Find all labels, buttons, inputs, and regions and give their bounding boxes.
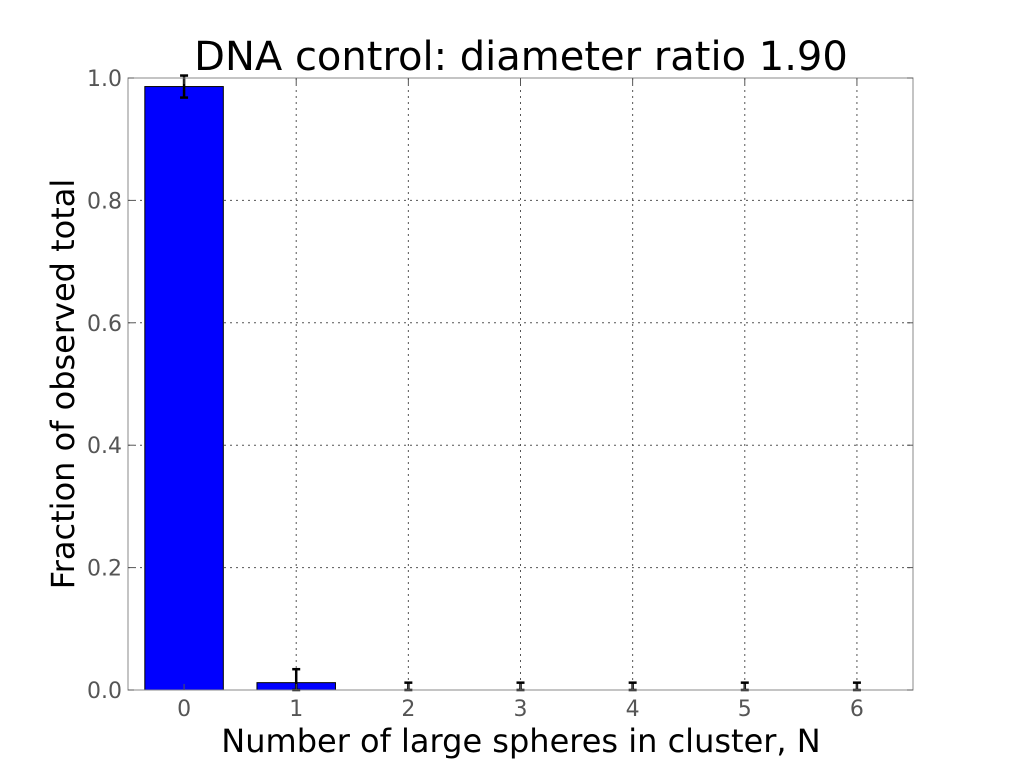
grid-lines xyxy=(128,77,913,691)
y-tick-label: 0.4 xyxy=(87,434,122,459)
x-tick-label: 3 xyxy=(514,697,528,722)
x-tick-label: 0 xyxy=(177,697,191,722)
y-axis-label: Fraction of observed total xyxy=(44,179,82,590)
bars xyxy=(144,86,336,691)
x-tick-label: 5 xyxy=(738,697,752,722)
y-tick-label: 0.2 xyxy=(87,557,122,582)
y-tick-label: 0.6 xyxy=(87,312,122,337)
axis-ticks: 0.0 0.2 0.4 0.6 0.8 1.0 0 1 2 3 4 5 6 xyxy=(87,67,913,722)
error-bars xyxy=(180,74,861,692)
y-tick-label: 1.0 xyxy=(87,67,122,92)
x-tick-label: 4 xyxy=(626,697,640,722)
x-axis-label: Number of large spheres in cluster, N xyxy=(221,722,820,760)
chart-title: DNA control: diameter ratio 1.90 xyxy=(194,34,848,80)
y-tick-label: 0.0 xyxy=(87,679,122,704)
x-tick-label: 6 xyxy=(850,697,864,722)
bar xyxy=(144,86,224,691)
x-tick-label: 2 xyxy=(401,697,415,722)
y-tick-label: 0.8 xyxy=(87,189,122,214)
x-tick-label: 1 xyxy=(289,697,303,722)
